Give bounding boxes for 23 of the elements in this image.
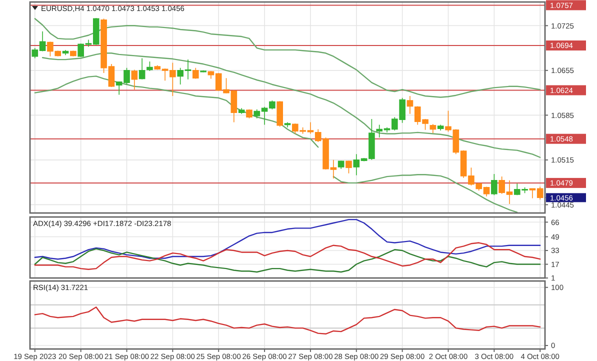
- line-series: [34, 306, 541, 334]
- candlestick: [70, 50, 76, 57]
- candlestick: [192, 67, 199, 80]
- candlestick: [238, 108, 245, 114]
- candlestick: [62, 50, 69, 56]
- line-series: [34, 18, 541, 98]
- candlestick: [437, 124, 444, 131]
- candlestick: [131, 69, 138, 90]
- candlestick: [491, 174, 498, 196]
- candlestick: [138, 58, 146, 80]
- candlestick: [200, 70, 206, 73]
- candlestick: [246, 109, 252, 119]
- candlestick: [430, 124, 436, 134]
- line-series: [34, 242, 541, 270]
- line-series: [34, 248, 541, 273]
- candlestick: [276, 100, 283, 128]
- line-series: [42, 52, 541, 158]
- candlestick: [346, 160, 352, 174]
- candlestick: [338, 160, 344, 170]
- candlestick: [146, 61, 153, 72]
- line-series: [34, 218, 541, 260]
- candlestick: [406, 96, 414, 114]
- candlestick: [284, 122, 291, 128]
